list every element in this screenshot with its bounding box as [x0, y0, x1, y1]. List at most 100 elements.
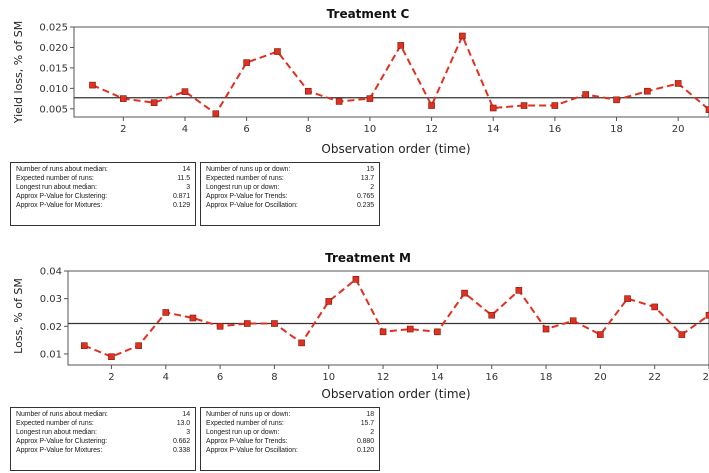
stats-row: Approx P-Value for Oscillation: 0.120 — [206, 446, 374, 455]
stats-row: Approx P-Value for Trends: 0.765 — [206, 192, 374, 201]
data-point — [379, 328, 387, 336]
stats-label: Approx P-Value for Clustering: — [16, 193, 108, 200]
data-point — [624, 295, 631, 302]
data-point — [461, 289, 468, 297]
data-point — [108, 353, 115, 361]
stats-value: 2 — [370, 429, 374, 436]
series-line — [83, 277, 709, 358]
x-tick-label: 6 — [217, 372, 223, 383]
chart-treatment-c: Treatment C Yield loss, % of SM Observat… — [12, 7, 709, 156]
stats-row: Longest run up or down: 2 — [206, 428, 374, 437]
y-tick-label: 0.010 — [39, 84, 68, 95]
x-tick-label: 20 — [594, 372, 607, 383]
data-point — [613, 96, 620, 104]
stats-row: Approx P-Value for Clustering: 0.871 — [16, 192, 190, 201]
x-tick-label: 10 — [364, 124, 377, 135]
data-point — [274, 48, 281, 55]
data-point — [651, 303, 658, 311]
stats-label: Longest run up or down: — [206, 184, 280, 191]
data-point — [150, 99, 158, 106]
stats-label: Approx P-Value for Clustering: — [16, 438, 108, 445]
stats-value: 0.871 — [172, 193, 190, 200]
stats-value: 15.7 — [360, 420, 374, 427]
x-tick-label: 16 — [549, 124, 562, 135]
stats-row: Number of runs up or down: 18 — [206, 410, 374, 419]
stats-value: 13.0 — [176, 420, 190, 427]
data-point — [216, 322, 224, 330]
stats-label: Expected number of runs: — [206, 175, 284, 182]
x-tick-label: 4 — [182, 124, 188, 135]
stats-label: Approx P-Value for Mixtures: — [16, 447, 103, 454]
data-point — [189, 314, 197, 322]
stats-label: Number of runs about median: — [16, 166, 108, 173]
x-tick-label: 4 — [163, 372, 169, 383]
stats-row: Expected number of runs: 11.5 — [16, 174, 190, 183]
x-tick-label: 8 — [271, 372, 277, 383]
x-tick-label: 24 — [703, 372, 709, 383]
y-tick-label: 0.015 — [39, 63, 68, 74]
data-point — [488, 311, 496, 319]
stats-label: Longest run about median: — [16, 429, 97, 436]
data-point — [335, 98, 343, 105]
x-tick-label: 14 — [431, 372, 444, 383]
x-tick-label: 16 — [485, 372, 498, 383]
data-point — [406, 325, 414, 333]
data-point — [597, 331, 604, 338]
chart-title: Treatment M — [325, 251, 411, 265]
stats-label: Approx P-Value for Oscillation: — [206, 447, 298, 454]
stats-label: Number of runs about median: — [16, 411, 108, 418]
plot-frame — [67, 270, 709, 366]
data-point — [80, 342, 88, 349]
data-point — [304, 87, 312, 95]
x-tick-label: 12 — [425, 124, 438, 135]
data-point — [674, 80, 682, 87]
chart-title: Treatment C — [327, 7, 410, 21]
data-point — [212, 110, 220, 118]
stats-row: Approx P-Value for Clustering: 0.662 — [16, 437, 190, 446]
stats-value: 3 — [186, 184, 190, 191]
y-tick-label: 0.04 — [40, 267, 62, 278]
x-tick-label: 20 — [672, 124, 685, 135]
stats-value: 0.120 — [356, 447, 374, 454]
data-point — [705, 106, 709, 113]
x-tick-label: 6 — [243, 124, 249, 135]
data-point — [352, 275, 360, 283]
x-axis-label: Observation order (time) — [321, 387, 470, 401]
plot-frame — [73, 26, 709, 118]
data-point — [120, 95, 127, 102]
x-tick-label: 18 — [610, 124, 623, 135]
y-tick-label: 0.020 — [39, 43, 68, 54]
stats-row: Longest run up or down: 2 — [206, 183, 374, 192]
data-point — [271, 320, 278, 327]
data-point — [428, 102, 435, 109]
x-tick-label: 2 — [120, 124, 126, 135]
y-axis-label: Loss, % of SM — [12, 278, 25, 354]
stats-row: Expected number of runs: 15.7 — [206, 419, 374, 428]
stats-row: Number of runs up or down: 15 — [206, 165, 374, 174]
stats-row: Approx P-Value for Oscillation: 0.235 — [206, 201, 374, 210]
stats-value: 2 — [370, 184, 374, 191]
stats-value: 14 — [182, 411, 190, 418]
y-tick-label: 0.03 — [40, 294, 62, 305]
chart-treatment-m: Treatment M Loss, % of SM Observation or… — [12, 251, 709, 401]
stats-label: Expected number of runs: — [16, 175, 94, 182]
data-point — [515, 287, 523, 294]
stats-value: 0.880 — [356, 438, 374, 445]
stats-value: 0.129 — [172, 202, 190, 209]
data-point — [325, 298, 333, 305]
stats-value: 11.5 — [177, 175, 190, 182]
data-point — [705, 311, 709, 319]
data-point — [542, 325, 550, 333]
data-point — [135, 342, 142, 349]
data-point — [434, 328, 441, 336]
runs-about-median-stats: Number of runs about median: 14 Expected … — [10, 407, 196, 471]
stats-value: 14 — [182, 166, 190, 173]
runs-about-median-stats: Number of runs about median: 14 Expected … — [10, 162, 196, 226]
data-point — [459, 32, 466, 40]
stats-value: 0.765 — [356, 193, 374, 200]
stats-label: Longest run about median: — [16, 184, 97, 191]
data-point — [298, 339, 305, 347]
data-point — [181, 88, 189, 95]
stats-row: Approx P-Value for Mixtures: 0.338 — [16, 446, 190, 455]
stats-row: Longest run about median: 3 — [16, 183, 190, 192]
